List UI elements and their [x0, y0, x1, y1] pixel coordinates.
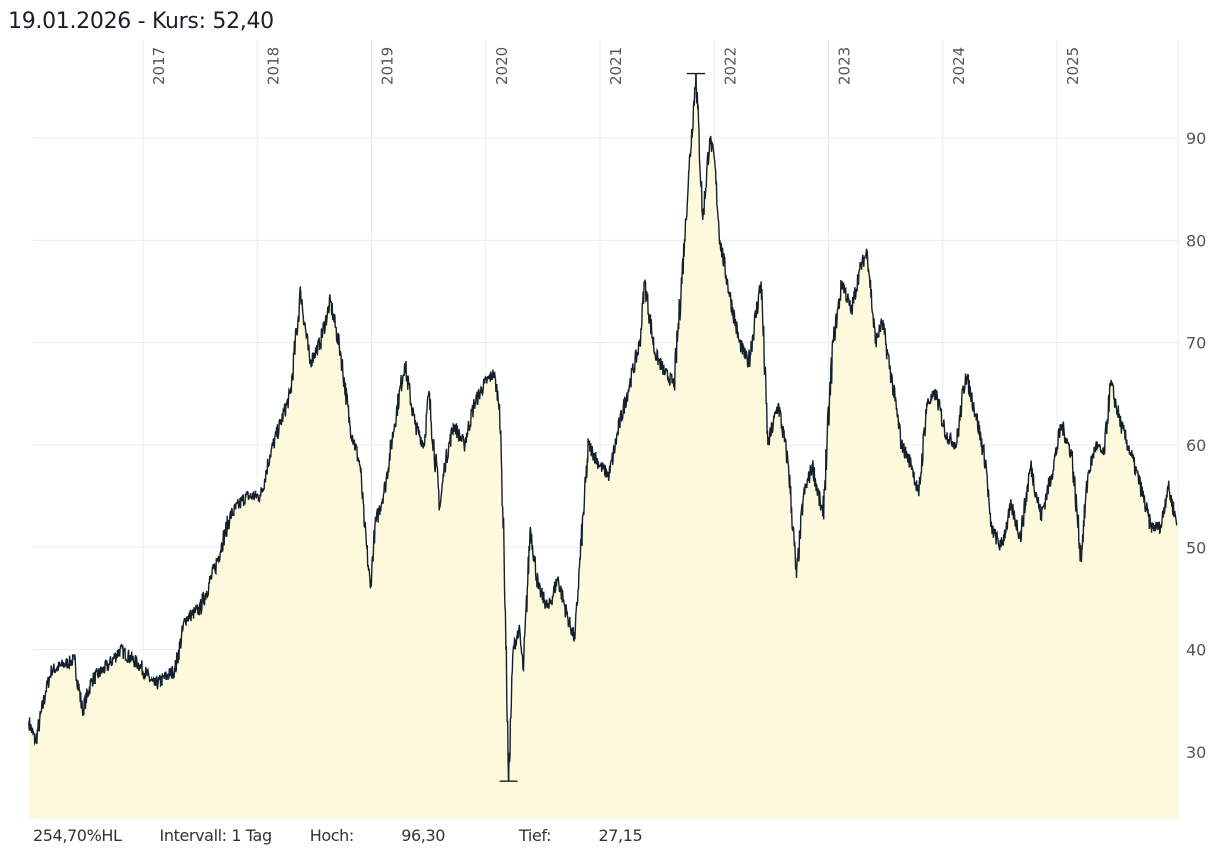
high-low-markers: [499, 72, 705, 782]
y-axis-labels: 30 40 50 60 70 80 90: [1186, 129, 1206, 762]
high-label: Hoch:: [309, 826, 355, 845]
x-tick-label: 2020: [493, 47, 511, 85]
title-date: 19.01.2026: [8, 9, 131, 34]
y-tick-label: 50: [1186, 538, 1206, 557]
low-label: Tief:: [519, 826, 552, 845]
x-tick-label: 2018: [264, 47, 282, 85]
x-tick-label: 2017: [150, 47, 168, 85]
y-tick-label: 30: [1186, 743, 1206, 762]
y-tick-label: 60: [1186, 436, 1206, 455]
x-tick-label: 2021: [607, 47, 625, 85]
high-value: 96,30: [401, 826, 446, 845]
price-area-fill: [28, 73, 1177, 819]
chart-title: 19.01.2026 - Kurs: 52,40: [8, 9, 274, 34]
x-axis-labels: 2017 2018 2019 2020 2021 2022 2023 2024 2025: [150, 47, 1082, 85]
chart-footer: 254,70%HL Intervall: 1 Tag Hoch: 96,30 Tief…: [33, 826, 718, 845]
low-value: 27,15: [598, 826, 643, 845]
high-stat: Hoch: 96,30: [310, 826, 483, 845]
title-price: - Kurs: 52,40: [130, 9, 275, 34]
x-tick-label: 2024: [950, 47, 968, 85]
price-line: [28, 73, 1178, 782]
x-tick-label: 2019: [379, 47, 397, 85]
x-tick-label: 2023: [836, 47, 854, 85]
y-tick-label: 40: [1186, 641, 1206, 660]
y-tick-label: 80: [1186, 231, 1206, 250]
x-tick-label: 2025: [1064, 47, 1082, 85]
interval-label: Intervall: 1 Tag: [159, 826, 273, 845]
performance-value: 254,70%HL: [33, 826, 122, 845]
x-tick-label: 2022: [721, 47, 739, 85]
y-tick-label: 90: [1186, 129, 1206, 148]
y-tick-label: 70: [1186, 334, 1206, 353]
low-stat: Tief: 27,15: [519, 826, 680, 845]
